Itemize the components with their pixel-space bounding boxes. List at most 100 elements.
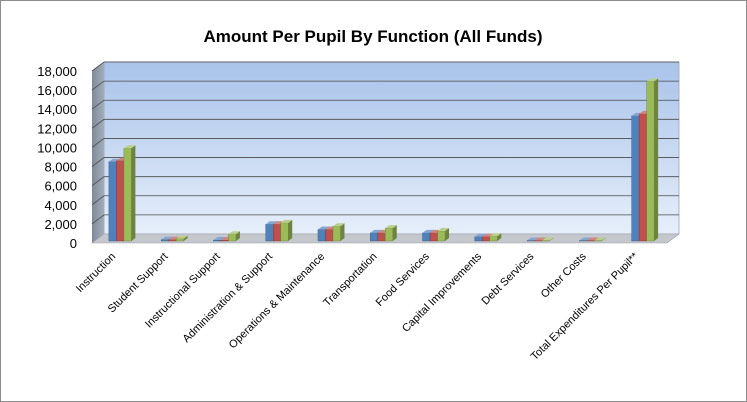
bar-top xyxy=(176,235,188,239)
x-tick-label: Total Expenditures Per Pupil** xyxy=(529,250,642,363)
y-tick-label: 6,000 xyxy=(44,179,77,194)
bar xyxy=(273,224,281,242)
bar-side xyxy=(445,227,450,241)
bar-side xyxy=(340,223,345,241)
bar xyxy=(526,240,535,242)
x-tick-label: Transportation xyxy=(321,251,379,309)
bar-top xyxy=(542,237,554,241)
bar-top xyxy=(317,226,330,230)
bar-side xyxy=(549,237,554,241)
bar-top xyxy=(332,223,345,227)
bar xyxy=(646,81,655,242)
bar-top xyxy=(168,236,181,240)
bar xyxy=(586,240,595,242)
bar xyxy=(429,232,438,242)
bar-side xyxy=(288,219,293,241)
bar-top xyxy=(489,233,502,237)
bar-side xyxy=(497,233,502,241)
bar-top xyxy=(280,219,293,223)
bar-top xyxy=(646,78,659,82)
bar xyxy=(631,115,640,242)
y-tick-label: 8,000 xyxy=(44,160,77,175)
bar xyxy=(325,229,334,242)
x-tick-label: Operations & Maintenance xyxy=(227,251,328,352)
bar xyxy=(437,230,446,242)
bar xyxy=(489,236,498,242)
bar-top xyxy=(228,231,240,235)
bar xyxy=(482,236,490,242)
gridline xyxy=(91,138,679,148)
bar-side xyxy=(235,231,240,241)
chart-title: Amount Per Pupil By Function (All Funds) xyxy=(203,27,542,46)
gridline xyxy=(91,61,679,72)
gridline xyxy=(91,214,679,225)
bar-side xyxy=(392,225,397,241)
y-tick-label: 18,000 xyxy=(37,64,77,79)
gridline xyxy=(91,118,679,129)
bar-side xyxy=(131,145,136,241)
bar xyxy=(160,239,169,242)
bar-top xyxy=(385,225,397,229)
bar-side xyxy=(601,237,606,241)
bar xyxy=(168,239,177,242)
y-tick-label: 0 xyxy=(70,236,77,251)
y-tick-label: 14,000 xyxy=(37,102,77,117)
plot-area: 0 2,000 4,000 6,000 8,000 10,000 12,000 14,000 1… xyxy=(37,61,680,363)
x-tick-label: Other Costs xyxy=(539,250,589,300)
gridline xyxy=(91,99,679,110)
bar xyxy=(265,224,274,242)
back-wall xyxy=(103,61,680,235)
bar xyxy=(317,229,326,242)
gridline xyxy=(91,80,679,91)
x-tick-label: Debt Services xyxy=(480,250,537,307)
bar xyxy=(108,161,117,242)
x-tick-label: Food Services xyxy=(374,250,433,309)
bar xyxy=(638,113,647,242)
bar xyxy=(385,227,393,242)
bar xyxy=(422,232,431,242)
bar-top xyxy=(370,229,382,233)
bar-top xyxy=(161,236,173,240)
bar xyxy=(280,222,289,242)
bar xyxy=(370,232,378,242)
bar-top xyxy=(123,145,136,149)
y-tick-label: 4,000 xyxy=(44,198,77,213)
bar-side xyxy=(654,78,659,241)
bar xyxy=(377,232,386,242)
bar-top xyxy=(527,237,539,241)
bar xyxy=(116,160,125,242)
x-tick-label: Instruction xyxy=(74,251,118,295)
bar-top xyxy=(437,227,450,231)
bar xyxy=(534,240,543,242)
bar-top xyxy=(482,233,494,237)
bar-top xyxy=(594,237,606,241)
y-tick-label: 2,000 xyxy=(44,217,77,232)
x-tick-label: Administration & Support xyxy=(181,251,276,346)
y-tick-label: 12,000 xyxy=(37,121,77,136)
bar-top xyxy=(579,237,591,241)
bar xyxy=(541,240,550,242)
bar xyxy=(213,239,222,242)
gridline xyxy=(91,195,679,206)
y-tick-label: 16,000 xyxy=(37,83,77,98)
bar-side xyxy=(183,235,188,241)
y-tick-label: 10,000 xyxy=(37,140,77,155)
bar-top xyxy=(586,237,599,241)
bar xyxy=(332,225,341,242)
bar xyxy=(175,238,184,242)
gridline xyxy=(91,157,679,167)
bar xyxy=(474,236,483,242)
bar-top xyxy=(534,237,547,241)
bar xyxy=(123,148,132,242)
bar-top xyxy=(265,221,278,225)
bar-top xyxy=(108,158,121,162)
bar-top xyxy=(474,233,487,237)
bar xyxy=(594,240,603,242)
gridline xyxy=(91,176,679,186)
bar xyxy=(228,234,237,242)
bar xyxy=(220,239,229,242)
bar-top xyxy=(213,237,225,241)
bar-top xyxy=(422,229,435,233)
